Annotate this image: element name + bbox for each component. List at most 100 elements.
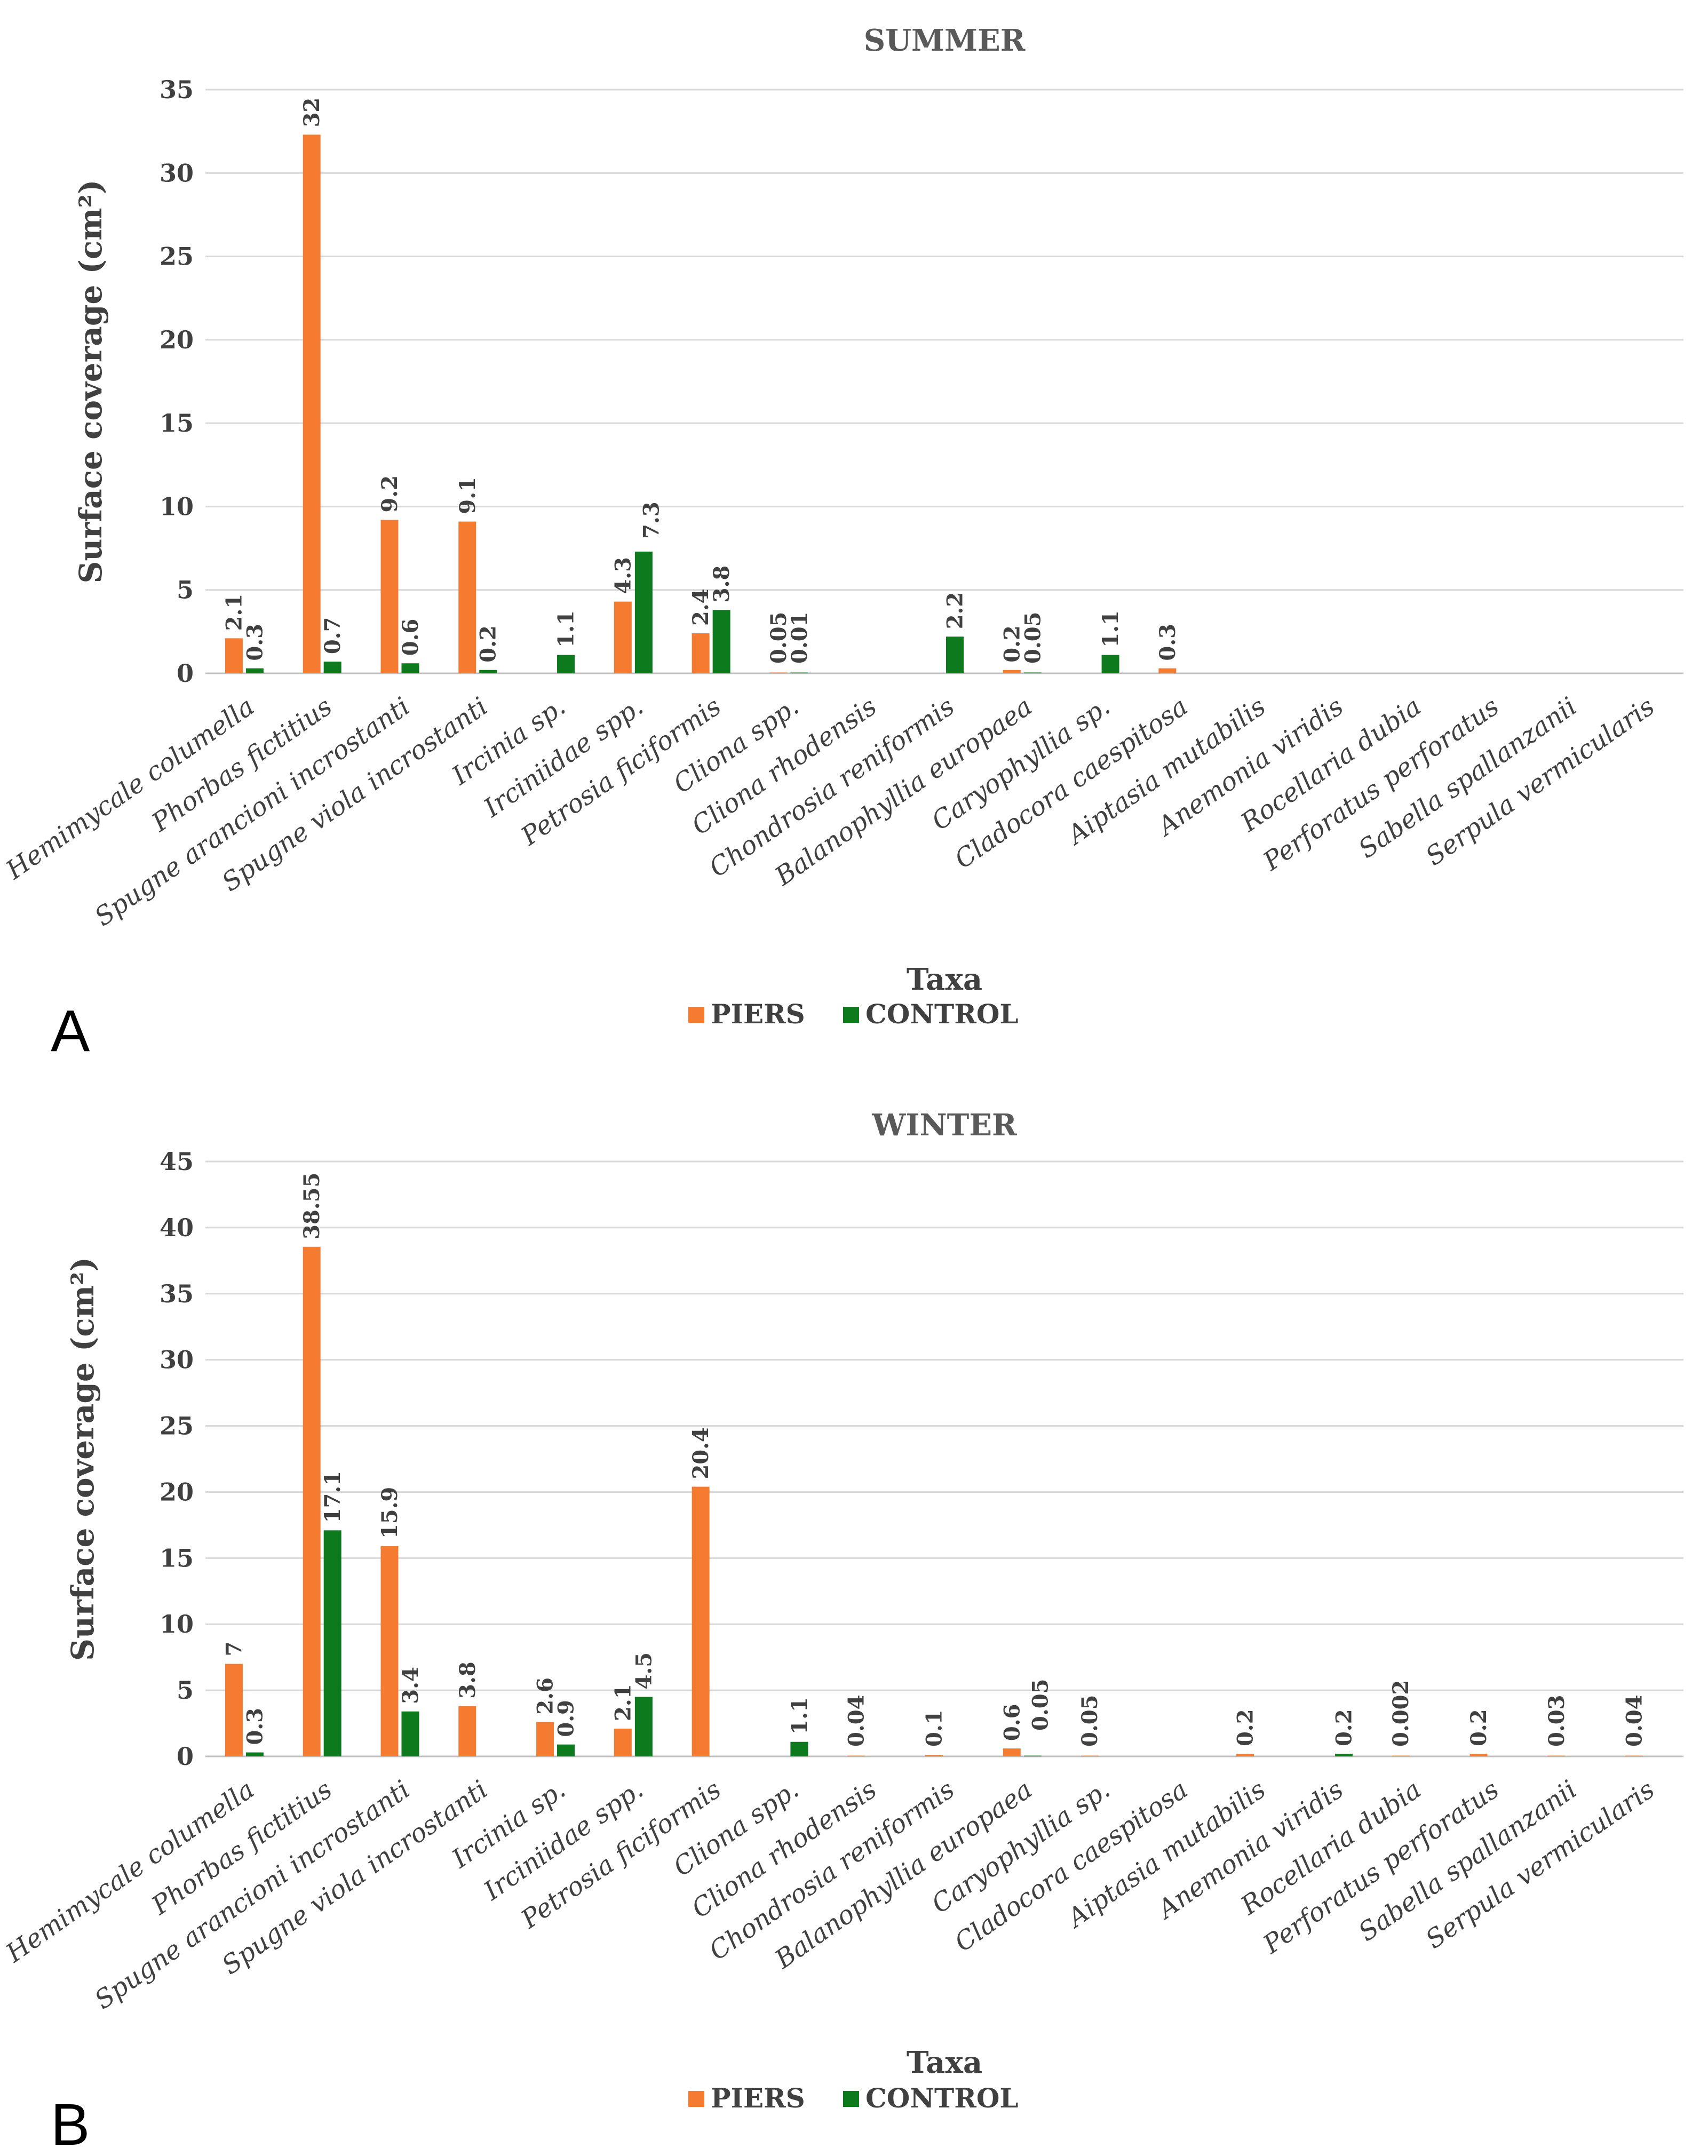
bar-piers (225, 1664, 243, 1756)
panel-label: B (51, 2092, 90, 2156)
bar-control (1023, 672, 1042, 673)
bar-piers (614, 601, 632, 673)
data-label-piers: 0.05 (1077, 1695, 1102, 1747)
bar-control (1023, 1755, 1042, 1756)
data-label-control: 3.4 (398, 1667, 423, 1704)
x-axis-label: Taxa (907, 962, 982, 997)
data-label-control: 1.1 (1098, 610, 1123, 648)
category-label: Spugne arancioni incrostanti (89, 1775, 415, 2015)
data-label-piers: 20.4 (688, 1427, 713, 1479)
bar-control (1101, 655, 1119, 673)
chart-title: WINTER (871, 1108, 1017, 1143)
bar-piers (225, 638, 243, 673)
data-label-control: 1.1 (554, 610, 579, 648)
y-tick-label: 0 (177, 1742, 194, 1771)
bar-piers (692, 1486, 710, 1756)
data-label-control: 0.6 (398, 619, 423, 656)
bar-piers (458, 521, 476, 673)
legend: PIERS CONTROL (688, 998, 1019, 1030)
legend-label-piers: PIERS (711, 2082, 805, 2114)
y-tick-label: 25 (160, 242, 194, 271)
bar-control (790, 1741, 808, 1756)
bar-control (323, 662, 341, 673)
y-tick-label: 20 (160, 1477, 194, 1506)
bar-control (245, 1752, 264, 1756)
data-label-piers: 0.2 (1233, 1709, 1258, 1746)
x-axis-label: Taxa (907, 2045, 982, 2080)
data-label-control: 2.2 (943, 592, 968, 630)
panel-label: A (51, 998, 90, 1064)
data-label-piers: 32 (299, 98, 324, 128)
bar-control (946, 637, 964, 673)
data-label-piers: 15.9 (377, 1487, 402, 1539)
bar-piers (925, 1755, 943, 1756)
data-label-control: 0.2 (1331, 1709, 1356, 1746)
data-label-control: 0.05 (1028, 1679, 1053, 1731)
data-label-piers: 7 (221, 1642, 247, 1657)
bar-piers (536, 1722, 554, 1756)
data-label-piers: 38.55 (299, 1173, 324, 1239)
bar-piers (1236, 1754, 1254, 1756)
legend-swatch-control (843, 1007, 859, 1023)
chart-panel-winter: WINTER 0 5 10 15 20 25 30 35 40 45 Surface coverage… (0, 1108, 1683, 2156)
bar-piers (847, 1755, 865, 1756)
bar-piers (380, 1546, 399, 1756)
data-label-piers: 0.1 (922, 1709, 947, 1747)
bar-piers (692, 633, 710, 673)
data-label-piers: 2.6 (533, 1677, 558, 1715)
data-label-piers: 4.3 (610, 557, 635, 594)
data-label-control: 0.05 (1020, 612, 1045, 664)
data-label-piers: 0.002 (1388, 1680, 1413, 1747)
bar-piers (458, 1706, 476, 1756)
bar-piers (1158, 668, 1177, 673)
y-tick-label: 45 (160, 1147, 194, 1176)
data-label-control: 1.1 (787, 1697, 812, 1735)
data-label-piers: 0.3 (1155, 624, 1180, 661)
data-label-piers: 0.05 (766, 612, 791, 664)
y-tick-label: 35 (160, 75, 194, 104)
data-label-control: 0.01 (787, 612, 812, 664)
data-label-control: 7.3 (639, 502, 664, 539)
y-tick-label: 15 (160, 1544, 194, 1572)
y-tick-label: 20 (160, 325, 194, 354)
y-tick-label: 15 (160, 409, 194, 437)
bar-control (401, 1711, 419, 1756)
bar-control (401, 663, 419, 673)
bar-piers (303, 1246, 321, 1756)
bar-control (557, 1744, 575, 1756)
legend-label-piers: PIERS (711, 998, 805, 1030)
data-label-piers: 9.1 (455, 477, 480, 514)
category-label: Spugne arancioni incrostanti (89, 691, 415, 932)
bar-control (712, 610, 730, 673)
y-tick-label: 35 (160, 1279, 194, 1308)
data-label-piers: 9.2 (377, 475, 402, 513)
y-tick-label: 25 (160, 1412, 194, 1441)
data-label-control: 0.3 (242, 1708, 267, 1745)
bar-piers (303, 134, 321, 673)
legend-swatch-piers (688, 2091, 704, 2107)
y-axis-label: Surface coverage (cm²) (73, 180, 109, 584)
legend-label-control: CONTROL (865, 2082, 1019, 2114)
bar-piers (769, 672, 788, 673)
data-label-piers: 0.03 (1544, 1695, 1569, 1747)
bar-control (634, 1697, 653, 1756)
data-label-control: 17.1 (320, 1471, 345, 1523)
data-label-control: 0.7 (320, 617, 345, 655)
legend-swatch-piers (688, 1007, 704, 1023)
bar-piers (1469, 1754, 1488, 1756)
data-label-control: 3.8 (709, 566, 734, 603)
bar-control (557, 655, 575, 673)
y-tick-label: 10 (160, 492, 194, 521)
data-label-control: 0.3 (242, 624, 267, 661)
data-label-piers: 2.1 (221, 594, 247, 631)
y-tick-label: 30 (160, 1346, 194, 1374)
legend: PIERS CONTROL (688, 2082, 1019, 2114)
bar-control (323, 1530, 341, 1756)
bar-piers (1081, 1755, 1099, 1756)
data-label-piers: 3.8 (455, 1661, 480, 1699)
bar-control (634, 551, 653, 673)
data-label-piers: 2.4 (688, 588, 713, 626)
legend-swatch-control (843, 2091, 859, 2107)
bar-control (790, 672, 808, 673)
